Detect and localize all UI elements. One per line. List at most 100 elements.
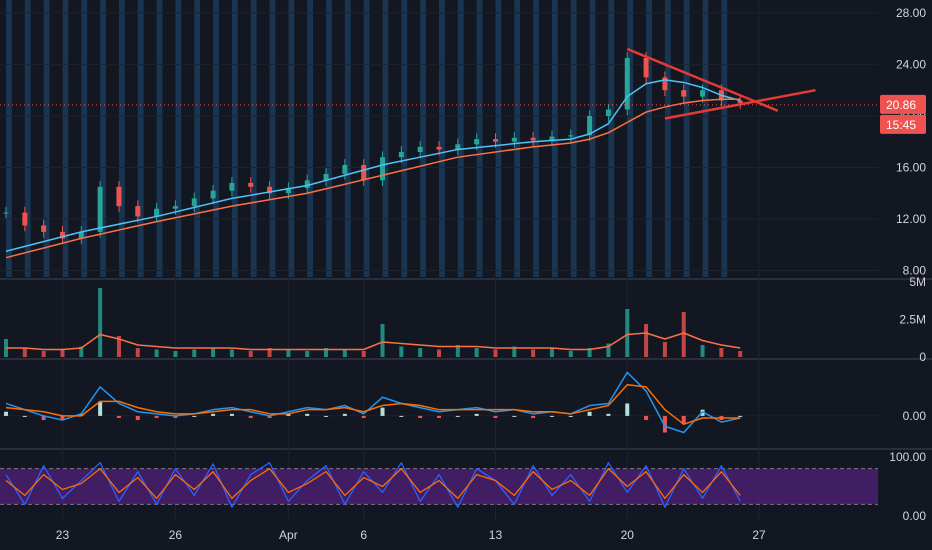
candle-body — [135, 206, 141, 217]
candle-body — [361, 164, 367, 181]
macd-histogram-bar — [568, 415, 573, 417]
candle-body — [210, 190, 216, 199]
macd-histogram-bar — [418, 415, 423, 418]
candle-body — [97, 186, 103, 232]
session-band — [382, 0, 389, 277]
volume-bar — [644, 324, 649, 357]
session-band — [495, 0, 502, 277]
volume-ma-line — [6, 332, 741, 351]
candle-body — [172, 206, 178, 209]
macd-histogram-bar — [455, 415, 460, 417]
session-band — [683, 0, 690, 277]
volume-bar — [455, 345, 460, 357]
volume-bar — [98, 288, 103, 357]
candle-body — [41, 225, 47, 232]
volume-bar — [116, 336, 121, 357]
candle-body — [304, 180, 310, 189]
candle-body — [662, 77, 668, 91]
session-band — [721, 0, 728, 277]
macd-histogram-bar — [60, 415, 65, 421]
price-tag-layer: 20.86 15:45 — [880, 94, 926, 134]
candle-body — [59, 231, 65, 239]
volume-bar — [192, 349, 197, 357]
countdown-tag-text: 15:45 — [886, 118, 916, 132]
candle-body — [22, 212, 28, 226]
candle-body — [436, 146, 442, 150]
volume-bar — [625, 309, 630, 357]
candle-body — [605, 109, 611, 116]
time-axis-tick-label: 26 — [169, 528, 183, 542]
volume-bar — [79, 346, 84, 357]
panes-layer — [0, 47, 878, 508]
candle-body — [700, 90, 706, 97]
volume-bar — [738, 351, 743, 357]
candle-body — [587, 115, 593, 136]
time-axis-tick-label: Apr — [279, 528, 298, 542]
stochastic-axis-tick-label: 0.00 — [903, 509, 927, 523]
macd-histogram-bar — [229, 413, 234, 416]
macd-histogram-bar — [437, 415, 441, 418]
candle-body — [624, 57, 630, 110]
session-band — [213, 0, 219, 277]
last-price-tag — [880, 94, 926, 114]
session-band — [627, 0, 634, 277]
time-axis-tick-label: 23 — [56, 528, 70, 542]
macd-histogram-bar — [305, 413, 310, 416]
volume-bar — [361, 351, 366, 357]
macd-histogram-bar — [738, 415, 743, 417]
triangle-trendline — [626, 47, 779, 112]
candle-body — [737, 100, 743, 104]
macd-histogram-bar — [644, 415, 649, 421]
macd-histogram-bar — [361, 415, 366, 418]
macd-signal-line — [5, 384, 741, 425]
volume-bar — [380, 324, 385, 357]
session-band — [457, 0, 464, 277]
macd-histogram-bar — [116, 415, 121, 418]
volume-bar — [305, 351, 310, 357]
macd-histogram-bar — [173, 415, 178, 418]
macd-histogram-bar — [79, 413, 84, 416]
stochastic-axis-tick-label: 100.00 — [889, 450, 926, 464]
price-axis-tick-label: 8.00 — [903, 264, 927, 278]
macd-histogram-bar — [380, 407, 385, 416]
macd-line — [5, 371, 741, 434]
candle-body — [78, 231, 84, 239]
session-band — [269, 0, 276, 277]
volume-bar — [437, 349, 441, 357]
price-axis-tick-label: 24.00 — [896, 57, 926, 71]
macd-histogram-bar — [135, 415, 140, 421]
volume-bar — [154, 349, 159, 357]
candle-body — [530, 137, 536, 141]
macd-histogram-bar — [625, 403, 630, 416]
volume-bar — [606, 343, 611, 357]
candle-body — [398, 152, 404, 158]
volume-bar — [342, 349, 347, 357]
candle-body — [417, 146, 423, 153]
candle-body — [568, 135, 574, 137]
volume-bar — [286, 349, 291, 357]
macd-histogram-bar — [248, 415, 253, 418]
volume-bar — [662, 342, 667, 357]
session-band — [6, 0, 12, 277]
macd-histogram-bar — [267, 415, 272, 418]
macd-histogram-bar — [154, 415, 159, 418]
last-price-tag-text: 20.86 — [886, 98, 916, 112]
macd-histogram-bar — [399, 415, 404, 417]
session-band — [533, 0, 539, 277]
session-band — [514, 0, 521, 277]
session-band — [288, 0, 295, 277]
macd-histogram-bar — [606, 413, 611, 416]
volume-bar — [549, 348, 554, 357]
time-axis-tick-label: 20 — [621, 528, 635, 542]
session-band — [476, 0, 483, 277]
price-axis-tick-label: 12.00 — [896, 212, 926, 226]
macd-histogram-bar — [192, 415, 197, 417]
macd-histogram-bar — [474, 413, 479, 416]
price-axis-tick-label: 16.00 — [896, 160, 926, 174]
candle-body — [323, 173, 329, 181]
volume-bar — [173, 351, 178, 357]
session-band — [608, 0, 615, 277]
volume-bar — [211, 348, 216, 357]
